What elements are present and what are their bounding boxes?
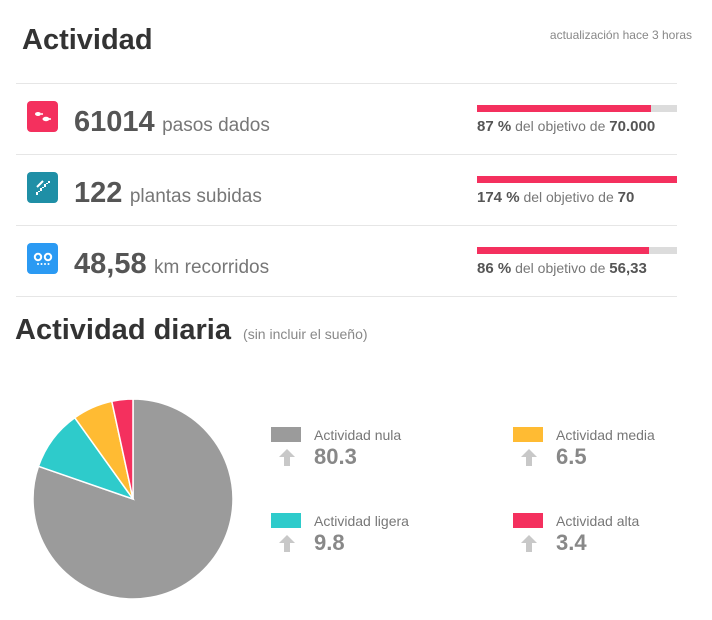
stat-row-floors[interactable]: 122 plantas subidas 174 % del objetivo d… bbox=[16, 154, 677, 225]
floors-progress-bar bbox=[477, 176, 677, 183]
daily-activity-note: (sin incluir el sueño) bbox=[243, 326, 368, 342]
distance-goal-text: del objetivo de bbox=[515, 260, 606, 276]
activity-summary: 61014 pasos dados 87 % del objetivo de 7… bbox=[16, 83, 677, 297]
steps-goal-value: 70.000 bbox=[609, 118, 656, 135]
arrow-up-icon bbox=[521, 535, 537, 552]
legend-item-nula: Actividad nula 80.3 bbox=[271, 427, 471, 487]
distance-unit: km recorridos bbox=[154, 257, 270, 278]
distance-percent: 86 % bbox=[477, 260, 512, 277]
distance-goal-value: 56,33 bbox=[609, 260, 647, 277]
legend-swatch-nula bbox=[271, 427, 301, 442]
pie-slice-actividad-alta bbox=[110, 398, 134, 500]
daily-activity-title: Actividad diaria bbox=[15, 314, 231, 346]
legend-value-alta: 3.4 bbox=[556, 530, 587, 555]
floors-percent: 174 % bbox=[477, 189, 520, 206]
page-title: Actividad bbox=[22, 24, 153, 56]
steps-goal: 87 % del objetivo de 70.000 bbox=[477, 118, 655, 135]
legend-item-alta: Actividad alta 3.4 bbox=[513, 513, 712, 573]
steps-progress-bar bbox=[477, 105, 677, 112]
legend-label-alta: Actividad alta bbox=[556, 513, 640, 529]
distance-value: 48,58 bbox=[74, 248, 147, 280]
floors-goal: 174 % del objetivo de 70 bbox=[477, 189, 634, 206]
legend-value-ligera: 9.8 bbox=[314, 530, 345, 555]
floors-value: 122 bbox=[74, 177, 123, 209]
stat-row-distance[interactable]: 48,58 km recorridos 86 % del objetivo de… bbox=[16, 225, 677, 297]
stairs-icon bbox=[27, 172, 58, 203]
arrow-up-icon bbox=[279, 449, 295, 466]
distance-progress-fill bbox=[477, 247, 649, 254]
distance-icon bbox=[27, 243, 58, 274]
arrow-up-icon bbox=[279, 535, 295, 552]
steps-goal-text: del objetivo de bbox=[515, 118, 606, 134]
steps-icon bbox=[27, 101, 58, 132]
legend-item-ligera: Actividad ligera 9.8 bbox=[271, 513, 471, 573]
steps-value: 61014 bbox=[74, 106, 155, 138]
arrow-up-icon bbox=[521, 449, 537, 466]
distance-goal: 86 % del objetivo de 56,33 bbox=[477, 260, 647, 277]
legend-swatch-ligera bbox=[271, 513, 301, 528]
legend-value-nula: 80.3 bbox=[314, 444, 357, 469]
steps-percent: 87 % bbox=[477, 118, 512, 135]
legend-value-media: 6.5 bbox=[556, 444, 587, 469]
legend-label-ligera: Actividad ligera bbox=[314, 513, 409, 529]
legend-label-media: Actividad media bbox=[556, 427, 655, 443]
last-updated-text: actualización hace 3 horas bbox=[549, 28, 692, 42]
legend-swatch-alta bbox=[513, 513, 543, 528]
floors-progress-fill bbox=[477, 176, 677, 183]
floors-goal-text: del objetivo de bbox=[523, 189, 614, 205]
stat-row-steps[interactable]: 61014 pasos dados 87 % del objetivo de 7… bbox=[16, 83, 677, 154]
activity-pie-chart bbox=[32, 398, 234, 600]
steps-progress-fill bbox=[477, 105, 651, 112]
legend-swatch-media bbox=[513, 427, 543, 442]
steps-unit: pasos dados bbox=[162, 115, 270, 136]
floors-unit: plantas subidas bbox=[129, 186, 262, 207]
floors-goal-value: 70 bbox=[617, 189, 635, 206]
legend-item-media: Actividad media 6.5 bbox=[513, 427, 712, 487]
distance-progress-bar bbox=[477, 247, 677, 254]
legend-label-nula: Actividad nula bbox=[314, 427, 402, 443]
